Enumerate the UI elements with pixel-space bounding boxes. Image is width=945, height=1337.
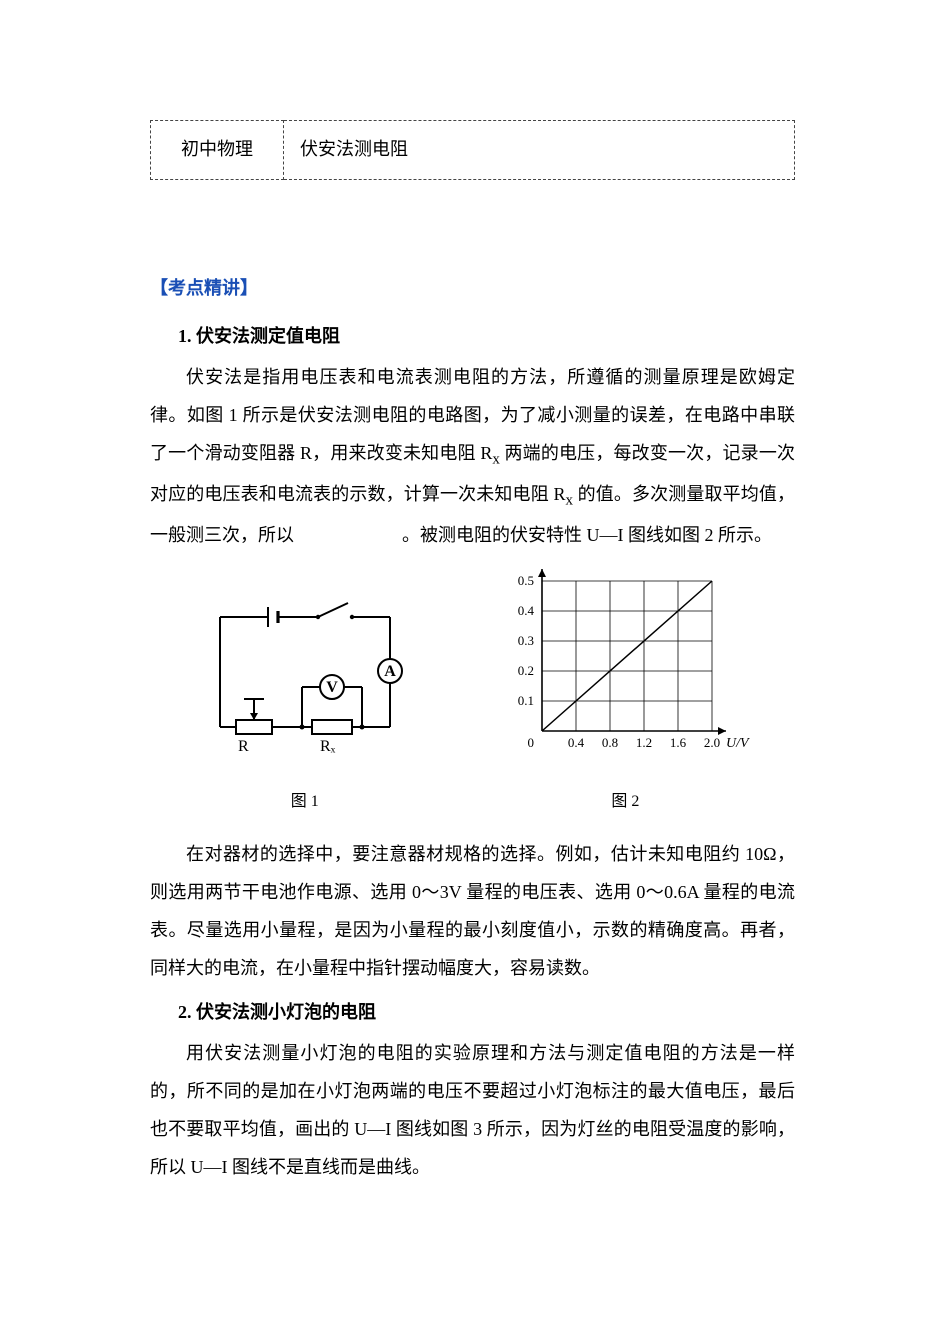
svg-text:1.6: 1.6 xyxy=(670,735,687,750)
svg-text:0.5: 0.5 xyxy=(518,573,534,588)
iu-chart: 0.4 0.8 1.2 1.6 2.0 0.1 0.2 0.3 0.4 0.5 0 U/V I/A xyxy=(500,567,750,767)
rx-sub-2: x xyxy=(565,493,573,509)
section-heading: 【考点精讲】 xyxy=(150,270,795,308)
header-table: 初中物理 伏安法测电阻 xyxy=(150,120,795,180)
svg-text:0.1: 0.1 xyxy=(518,693,534,708)
page: 初中物理 伏安法测电阻 【考点精讲】 1. 伏安法测定值电阻 伏安法是指用电压表… xyxy=(0,0,945,1337)
svg-text:0.8: 0.8 xyxy=(602,735,618,750)
figures-row: A V R Rₓ 图 1 0.4 0.8 1.2 1.6 2.0 0.1 0.2 0.3 0.4 0.5… xyxy=(150,567,795,818)
s1-para1: 伏安法是指用电压表和电流表测电阻的方法，所遵循的测量原理是欧姆定律。如图 1 所… xyxy=(150,359,795,555)
figure-1-caption: 图 1 xyxy=(150,785,460,819)
circuit-diagram: A V R Rₓ xyxy=(190,587,420,767)
svg-text:1.2: 1.2 xyxy=(636,735,652,750)
figure-1: A V R Rₓ 图 1 xyxy=(150,587,460,818)
svg-text:0.4: 0.4 xyxy=(568,735,585,750)
svg-text:0.4: 0.4 xyxy=(518,603,535,618)
figure-2: 0.4 0.8 1.2 1.6 2.0 0.1 0.2 0.3 0.4 0.5 0 U/V I/A 图 … xyxy=(464,567,787,818)
svg-text:Rₓ: Rₓ xyxy=(320,738,336,755)
svg-text:0: 0 xyxy=(528,735,535,750)
s1-para2: 在对器材的选择中，要注意器材规格的选择。例如，估计未知电阻约 10Ω，则选用两节… xyxy=(150,836,795,987)
rx-sub-1: x xyxy=(492,452,500,468)
topic-cell: 伏安法测电阻 xyxy=(284,121,795,180)
svg-text:I/A: I/A xyxy=(522,567,541,569)
svg-text:R: R xyxy=(238,738,249,755)
svg-text:2.0: 2.0 xyxy=(704,735,720,750)
svg-text:V: V xyxy=(326,679,338,696)
figure-2-caption: 图 2 xyxy=(464,785,787,819)
svg-text:0.2: 0.2 xyxy=(518,663,534,678)
s2-para1: 用伏安法测量小灯泡的电阻的实验原理和方法与测定值电阻的方法是一样的，所不同的是加… xyxy=(150,1035,795,1186)
s2-heading: 2. 伏安法测小灯泡的电阻 xyxy=(178,994,795,1032)
svg-text:0.3: 0.3 xyxy=(518,633,534,648)
svg-text:A: A xyxy=(384,663,396,680)
svg-text:U/V: U/V xyxy=(726,736,750,751)
subject-cell: 初中物理 xyxy=(151,121,284,180)
s1-heading: 1. 伏安法测定值电阻 xyxy=(178,318,795,356)
